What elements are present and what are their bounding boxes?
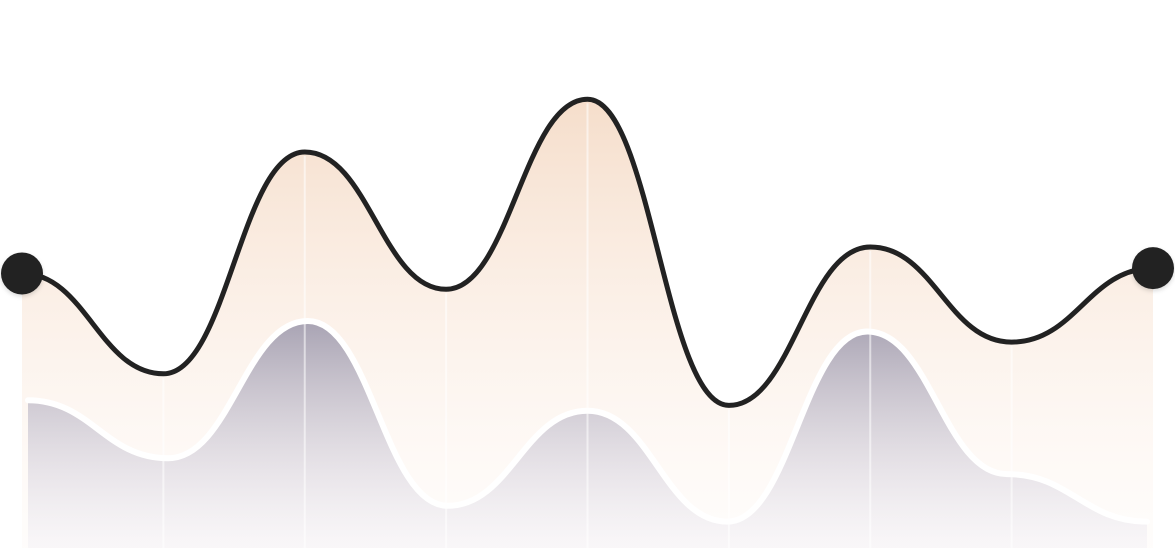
start-point-marker: [1, 252, 43, 295]
end-point-marker: [1132, 247, 1174, 290]
series-1-line: [19, 96, 1156, 408]
